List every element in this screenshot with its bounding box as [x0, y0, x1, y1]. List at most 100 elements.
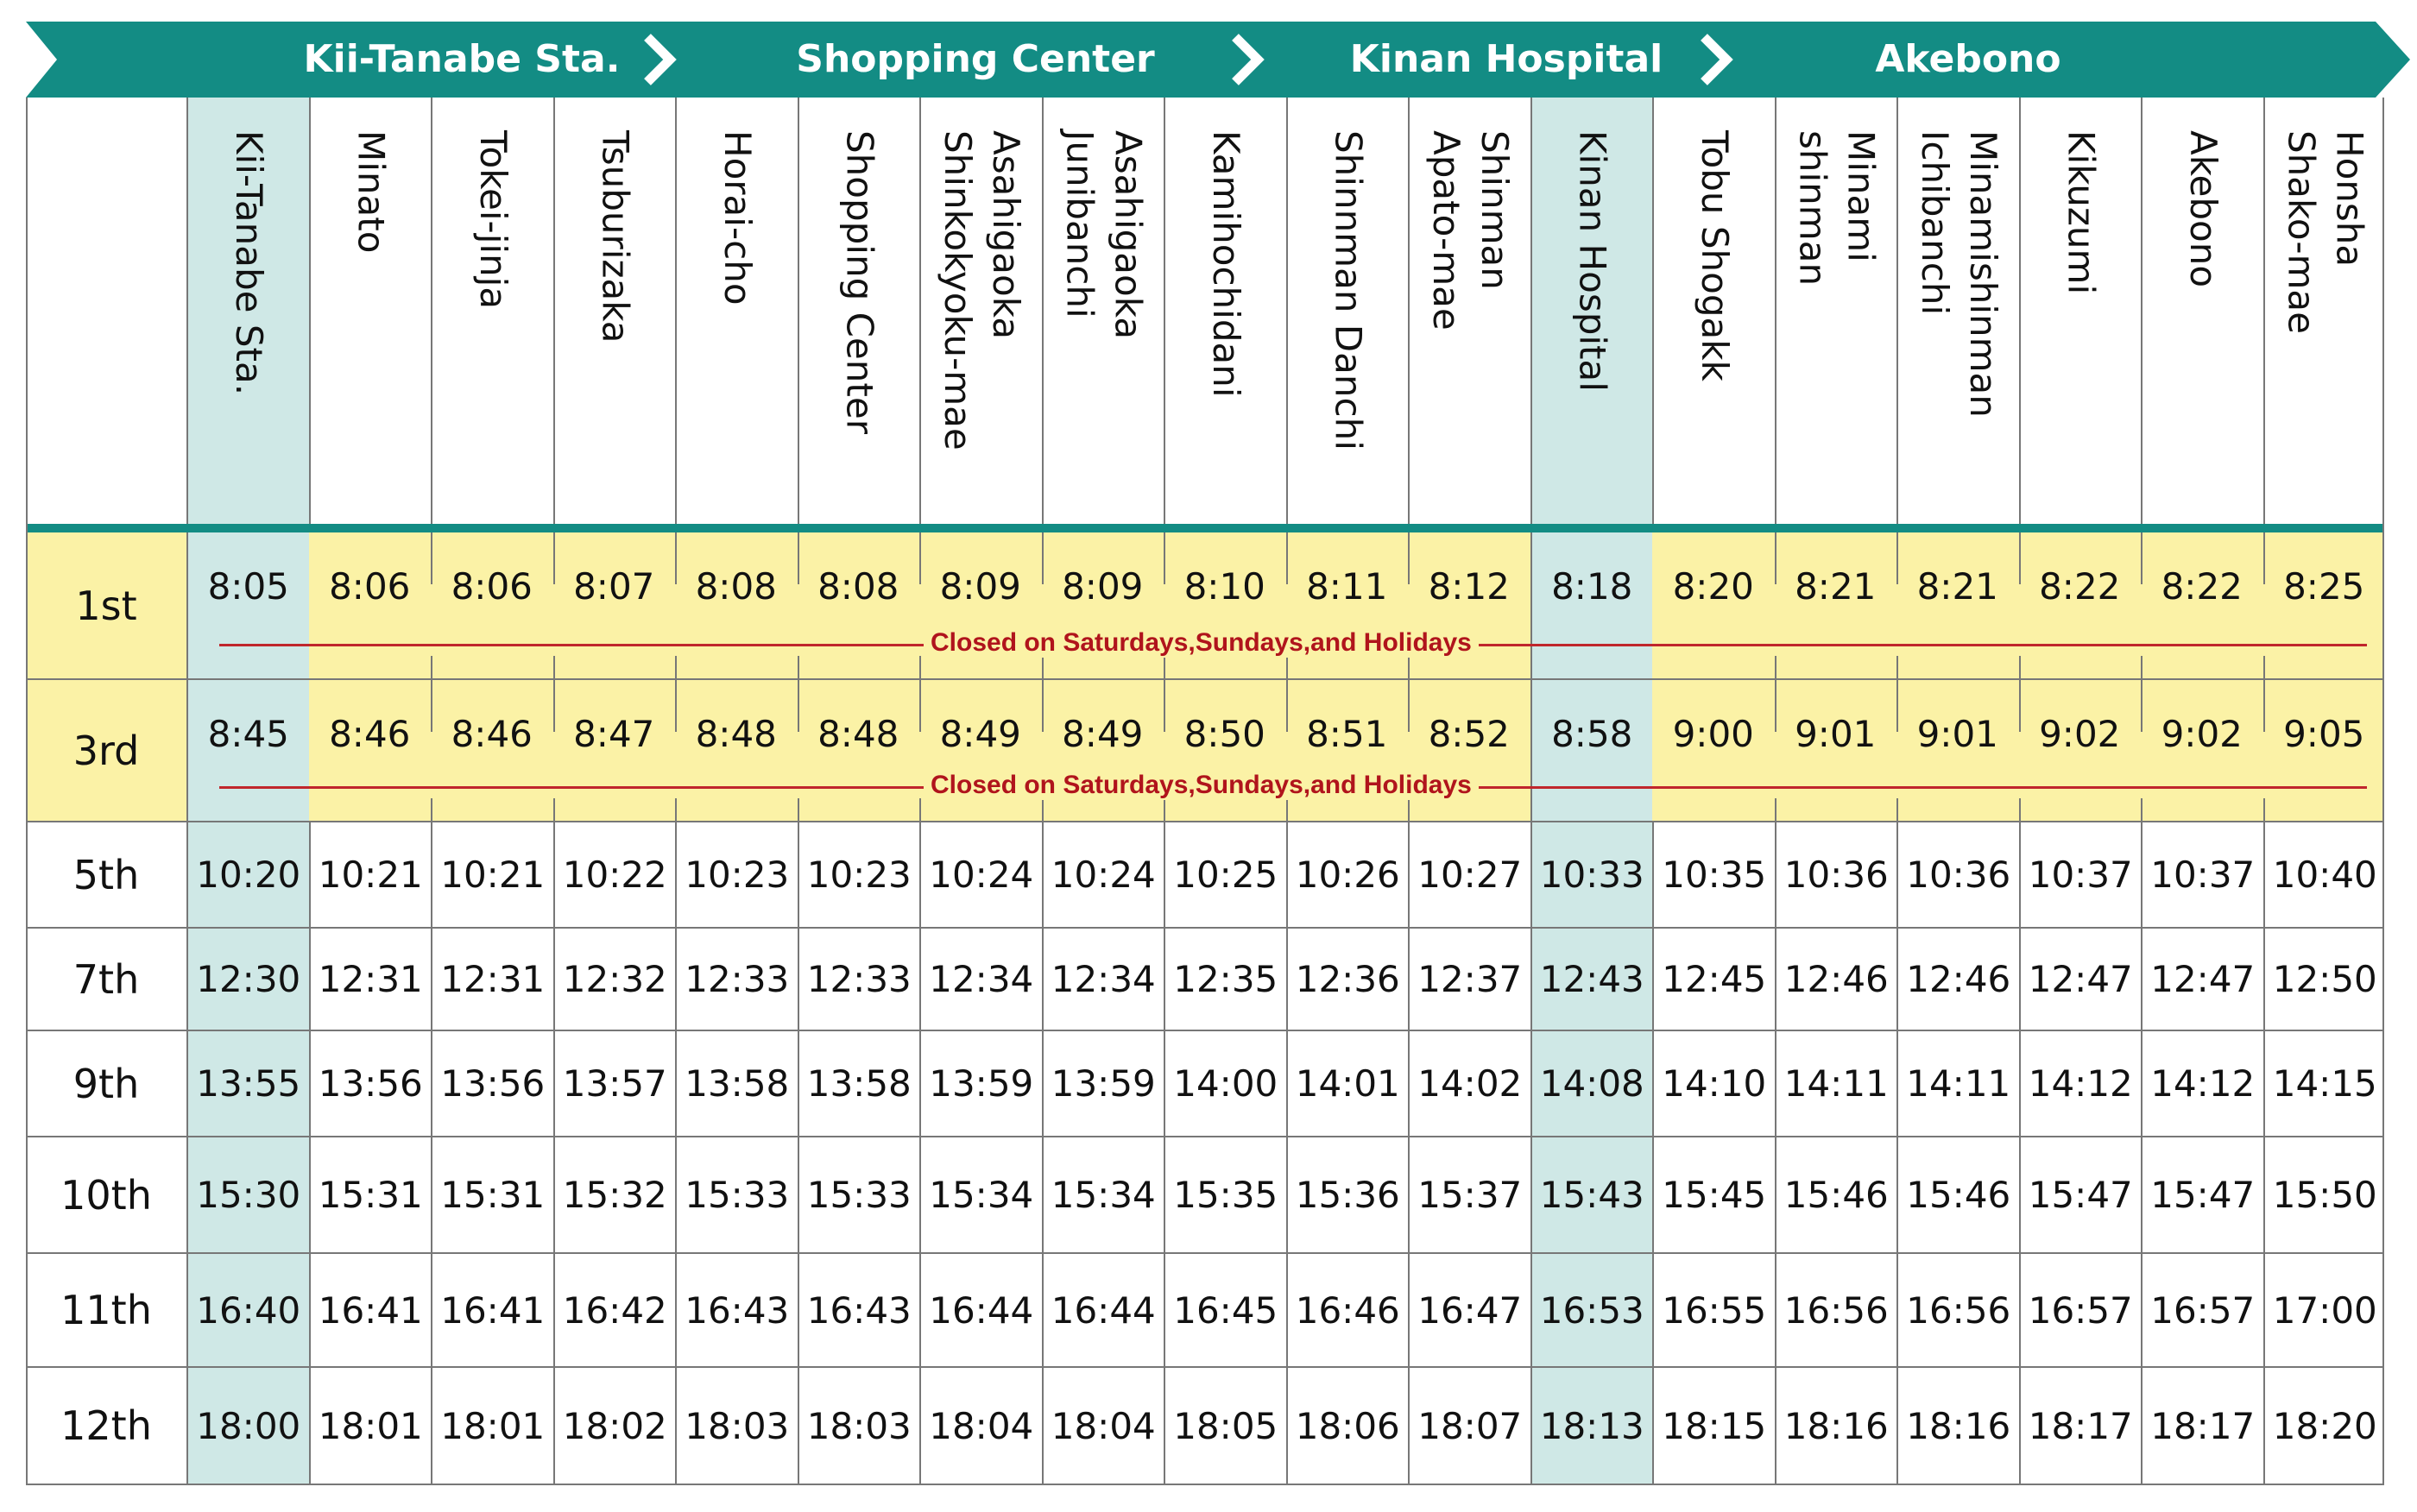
stop-header-minato: Minato: [308, 98, 432, 524]
departure-time: 9:01: [1795, 713, 1877, 755]
departure-time: 18:00: [186, 1368, 309, 1484]
departure-time: 15:31: [431, 1137, 553, 1252]
departure-time: 10:40: [2262, 822, 2386, 927]
trip-row-5th: 5th 10:20 10:21 10:21 10:22 10:23 10:23 10:24 10…: [26, 822, 2384, 929]
departure-time: 13:58: [797, 1031, 920, 1136]
departure-time: 16:43: [797, 1254, 920, 1366]
stop-header-tobu-shogakk: Tobu Shogakk: [1652, 98, 1775, 524]
stop-name: Shinman Apato-mae: [1424, 130, 1516, 331]
departure-time: 12:30: [186, 929, 309, 1030]
departure-time: 15:46: [1774, 1137, 1897, 1252]
stop-name: Horai-cho: [716, 130, 759, 306]
departure-time: 8:08: [817, 565, 899, 608]
route-segment-3: Kinan Hospital: [1349, 37, 1663, 81]
departure-time: 16:55: [1652, 1254, 1775, 1366]
cell-divider: [1408, 680, 1410, 732]
departure-time: 12:47: [2018, 929, 2142, 1030]
stop-header-kikuzumi: Kikuzumi: [2018, 98, 2142, 524]
stop-name: Tokei-jinja: [471, 130, 514, 310]
departure-time: 8:20: [1672, 565, 1754, 608]
stop-name: Tsuburizaka: [594, 130, 637, 343]
cell-divider: [2018, 680, 2021, 732]
departure-time: 13:57: [552, 1031, 676, 1136]
cell-divider: [552, 656, 555, 678]
departure-time: 16:42: [552, 1254, 676, 1366]
stop-name: Kikuzumi: [2060, 130, 2103, 295]
departure-time: 16:44: [1041, 1254, 1164, 1366]
departure-time: 12:34: [1041, 929, 1164, 1030]
stop-name: Kinan Hospital: [1571, 130, 1614, 392]
departure-time: 15:30: [186, 1137, 309, 1252]
cell-divider: [2262, 532, 2265, 584]
cell-divider: [1285, 798, 1288, 821]
cell-divider: [1164, 656, 1165, 678]
departure-time: 12:37: [1408, 929, 1530, 1030]
departure-time: 16:57: [2141, 1254, 2263, 1366]
closed-notice: Closed on Saturdays,Sundays,and Holidays: [924, 771, 1479, 800]
trip-row-9th: 9th 13:55 13:56 13:56 13:57 13:58 13:58 13:59 13…: [26, 1031, 2384, 1137]
departure-time: 13:59: [919, 1031, 1042, 1136]
timetable: Kii-Tanabe Sta. Minato Tokei-jinja Tsuburiz…: [26, 98, 2384, 1485]
cell-divider: [431, 532, 432, 584]
departure-time: 12:33: [797, 929, 920, 1030]
cell-divider: [1408, 656, 1410, 678]
departure-time: 15:35: [1164, 1137, 1286, 1252]
stop-header-shinman-apato-mae: Shinman Apato-mae: [1408, 98, 1530, 524]
stop-header-akebono: Akebono: [2141, 98, 2263, 524]
departure-time: 8:06: [329, 565, 411, 608]
cell-divider: [919, 656, 921, 678]
stop-name: Kamihochidani: [1204, 130, 1247, 398]
cell-divider: [919, 798, 921, 821]
departure-time: 10:21: [431, 822, 553, 927]
cell-divider: [1041, 680, 1044, 732]
departure-time: 8:11: [1306, 565, 1388, 608]
header-divider: [26, 524, 2384, 532]
departure-time: 18:17: [2141, 1368, 2263, 1484]
stop-header-minamishinman-ichibanchi: Minamishinman Ichibanchi: [1896, 98, 2019, 524]
departure-time: 14:12: [2018, 1031, 2142, 1136]
departure-time: 10:22: [552, 822, 676, 927]
stop-header-tokei-jinja: Tokei-jinja: [431, 98, 553, 524]
stop-name: Asahigaoka Junibanchi: [1058, 130, 1150, 340]
cell-divider: [1774, 798, 1776, 821]
trip-row-11th: 11th 16:40 16:41 16:41 16:42 16:43 16:43 16:44 1…: [26, 1254, 2384, 1368]
trip-label: 7th: [73, 955, 140, 1003]
departure-time: 18:13: [1530, 1368, 1652, 1484]
departure-time: 8:18: [1530, 532, 1652, 678]
trip-row-3rd: 3rd 8:45 8:46 8:46 8:47 8:48 8:48 8:49 8:49 8:50 8…: [26, 680, 2384, 822]
stop-header-honsha-shako-mae: Honsha Shako-mae: [2262, 98, 2386, 524]
departure-time: 15:34: [919, 1137, 1042, 1252]
departure-time: 16:46: [1285, 1254, 1409, 1366]
departure-time: 8:22: [2039, 565, 2121, 608]
departure-time: 15:31: [308, 1137, 432, 1252]
departure-time: 10:24: [1041, 822, 1164, 927]
trip-label: 10th: [60, 1171, 152, 1219]
departure-time: 8:46: [451, 713, 533, 755]
departure-time: 15:34: [1041, 1137, 1164, 1252]
departure-time: 12:32: [552, 929, 676, 1030]
departure-time: 10:36: [1896, 822, 2019, 927]
stop-header-tsuburizaka: Tsuburizaka: [552, 98, 676, 524]
stop-name: Akebono: [2181, 130, 2225, 288]
departure-time: 18:16: [1774, 1368, 1897, 1484]
departure-time: 13:59: [1041, 1031, 1164, 1136]
departure-time: 16:45: [1164, 1254, 1286, 1366]
departure-time: 12:31: [308, 929, 432, 1030]
departure-time: 10:23: [675, 822, 798, 927]
departure-time: 8:25: [2283, 565, 2365, 608]
cell-divider: [797, 798, 799, 821]
stop-name: Minami shinman: [1791, 130, 1883, 287]
departure-time: 10:35: [1652, 822, 1775, 927]
route-banner: Kii-Tanabe Sta. Shopping Center Kinan Ho…: [26, 22, 2410, 98]
departure-time: 16:56: [1896, 1254, 2019, 1366]
departure-time: 18:03: [675, 1368, 798, 1484]
departure-time: 17:00: [2262, 1254, 2386, 1366]
departure-time: 10:21: [308, 822, 432, 927]
stop-header-minami-shinman: Minami shinman: [1774, 98, 1897, 524]
trip-label: 5th: [73, 851, 140, 898]
cell-divider: [552, 680, 555, 732]
departure-time: 8:12: [1428, 565, 1510, 608]
departure-time: 10:25: [1164, 822, 1286, 927]
departure-time: 12:45: [1652, 929, 1775, 1030]
departure-time: 18:20: [2262, 1368, 2386, 1484]
